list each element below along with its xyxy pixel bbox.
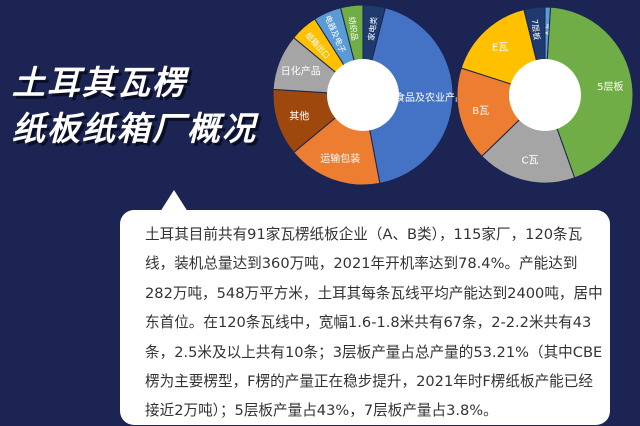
- donut-slice: [362, 7, 454, 184]
- slice-label: E瓦: [492, 43, 508, 54]
- donut-slice: [544, 6, 634, 179]
- slice-label: C瓦: [522, 155, 539, 166]
- donut-hole: [509, 59, 581, 131]
- description-text: 土耳其目前共有91家瓦楞纸板企业（A、B类），115家厂，120条瓦线，装机总量…: [145, 226, 603, 420]
- slice-label: 纺织品: [347, 16, 360, 41]
- slice-label: A瓦: [544, 22, 553, 36]
- title-line-2: 纸板纸箱厂概况: [12, 109, 257, 148]
- slice-label: 7层板: [530, 19, 542, 41]
- description-callout: 土耳其目前共有91家瓦楞纸板企业（A、B类），115家厂，120条瓦线，装机总量…: [120, 210, 610, 425]
- slice-label: 5层板: [597, 80, 623, 93]
- slice-label: 家电类: [366, 16, 379, 41]
- title-line-1: 土耳其瓦楞: [12, 63, 187, 102]
- board-type-donut-chart: A瓦 5层板 C瓦 B瓦 E瓦 7层板: [456, 6, 634, 184]
- slice-label: B瓦: [472, 106, 489, 117]
- donut-hole: [327, 59, 399, 131]
- slice-label: 日化产品: [281, 64, 321, 77]
- callout-pointer: [160, 190, 188, 212]
- slice-label: 其他: [289, 110, 309, 123]
- slice-label: 运输包装: [320, 152, 360, 165]
- slice-label: 食品及农业产品: [395, 91, 458, 104]
